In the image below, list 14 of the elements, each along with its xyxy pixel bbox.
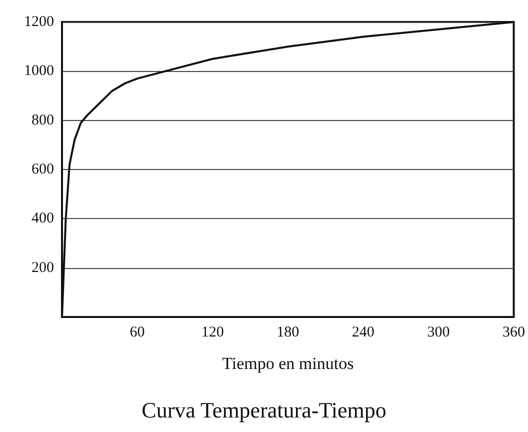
x-tick-label: 60 (130, 324, 145, 340)
x-tick-label: 300 (427, 324, 450, 340)
y-tick-label: 200 (32, 260, 54, 276)
x-tick-label: 120 (201, 324, 224, 340)
x-axis-title: Tiempo en minutos (222, 354, 354, 373)
y-tick-label: 600 (32, 162, 54, 178)
y-tick-label: 1200 (24, 14, 54, 30)
y-tick-label: 1000 (24, 63, 54, 80)
y-tick-label: 800 (32, 112, 54, 128)
x-tick-label: 360 (502, 324, 525, 340)
x-tick-label: 180 (276, 324, 300, 340)
x-tick-label: 240 (352, 324, 374, 340)
text: Curva Temperatura-Tiempo (142, 398, 386, 422)
y-tick-label: 400 (32, 210, 54, 227)
